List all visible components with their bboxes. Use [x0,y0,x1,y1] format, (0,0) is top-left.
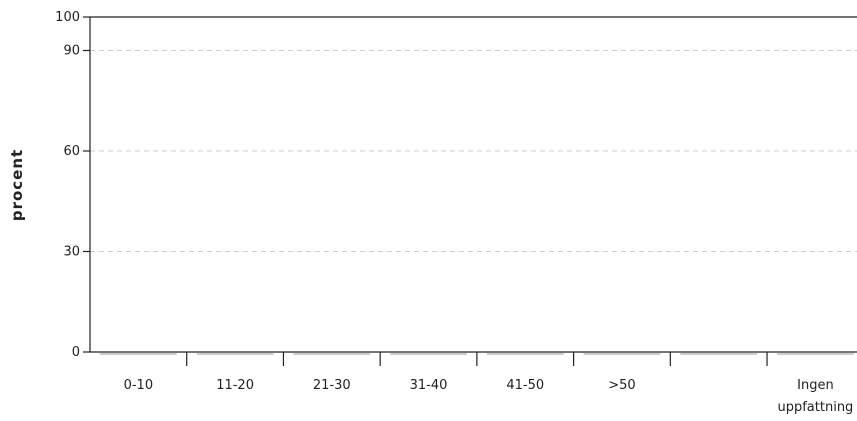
x-category-label-7-line1: uppfattning [777,400,853,415]
y-tick-label-0: 0 [72,345,80,360]
grid-lines [90,50,857,252]
y-tick-label-60: 60 [63,144,80,159]
x-category-label-1: 11-20 [216,378,254,393]
x-category-label-0: 0-10 [124,378,154,393]
y-axis-label: procent [8,149,26,221]
y-tick-label-100: 100 [55,10,80,25]
x-category-label-5: >50 [608,378,635,393]
y-tick-label-90: 90 [63,44,80,59]
y-axis [83,16,91,353]
x-category-label-4: 41-50 [506,378,544,393]
x-category-label-2: 21-30 [313,378,351,393]
y-tick-label-30: 30 [63,245,80,260]
x-category-label-7: Ingen [797,378,834,393]
x-category-labels: 0-10 11-20 21-30 31-40 41-50 >50 Ingen uppfattn… [124,378,854,415]
x-category-label-3: 31-40 [410,378,448,393]
y-tick-labels: 0 30 60 90 100 [55,10,80,360]
x-axis [90,351,857,366]
